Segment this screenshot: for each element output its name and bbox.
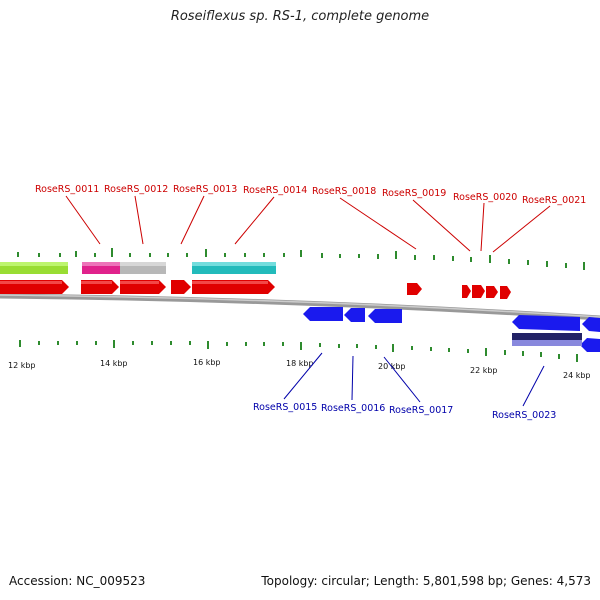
tick-label: 24 kbp [563,371,591,380]
forward-gene-highlight [0,281,62,284]
forward-gene [171,280,191,294]
gene-label-reverse: RoseRS_0015 [253,402,317,413]
forward-gene-highlight [120,281,159,284]
tick-label: 22 kbp [470,366,498,375]
accession-text: Accession: NC_009523 [9,574,146,588]
genome-backbone [0,293,600,321]
forward-gene-highlight [192,281,268,284]
forward-gene [486,286,498,298]
tick-row-bottom [19,340,578,362]
forward-gene [462,285,471,298]
forward-gene-highlight [81,281,112,284]
gene-label-reverse: RoseRS_0016 [321,403,385,414]
cog-bar-gray-shade [120,262,166,266]
cog-bar-lavender [512,340,582,346]
reverse-gene [580,338,600,352]
cog-bar-navy [512,333,582,342]
cog-bar-magenta-shade [82,262,120,266]
gene-label-forward: RoseRS_0011 [35,184,99,195]
reverse-gene [512,315,580,331]
leader-lines-reverse [283,352,545,407]
gene-label-forward: RoseRS_0018 [312,186,376,197]
gene-label-forward: RoseRS_0013 [173,184,237,195]
cog-bar-cyan-shade [192,262,276,266]
cog-bar-green-shade [0,262,68,266]
tick-label: 14 kbp [100,359,128,368]
reverse-gene [344,308,365,322]
genome-summary-text: Topology: circular; Length: 5,801,598 bp… [261,574,591,588]
gene-label-reverse: RoseRS_0023 [492,410,556,421]
leader-lines-forward [65,195,551,253]
reverse-gene [368,309,402,323]
tick-label: 12 kbp [8,361,36,370]
gene-label-forward: RoseRS_0020 [453,192,517,203]
gene-label-forward: RoseRS_0012 [104,184,168,195]
gene-label-forward: RoseRS_0021 [522,195,586,206]
tick-label: 18 kbp [286,359,314,368]
reverse-gene [582,317,600,332]
map-title: Roseiflexus sp. RS-1, complete genome [170,9,430,24]
forward-gene [500,286,511,299]
gene-label-forward: RoseRS_0014 [243,185,307,196]
tick-label: 16 kbp [193,358,221,367]
reverse-gene [303,307,343,321]
tick-row-top [17,248,585,270]
forward-gene [407,283,422,295]
gene-label-forward: RoseRS_0019 [382,188,446,199]
gene-label-reverse: RoseRS_0017 [389,405,453,416]
forward-gene [472,285,485,298]
genome-backbone-highlight [0,294,600,318]
